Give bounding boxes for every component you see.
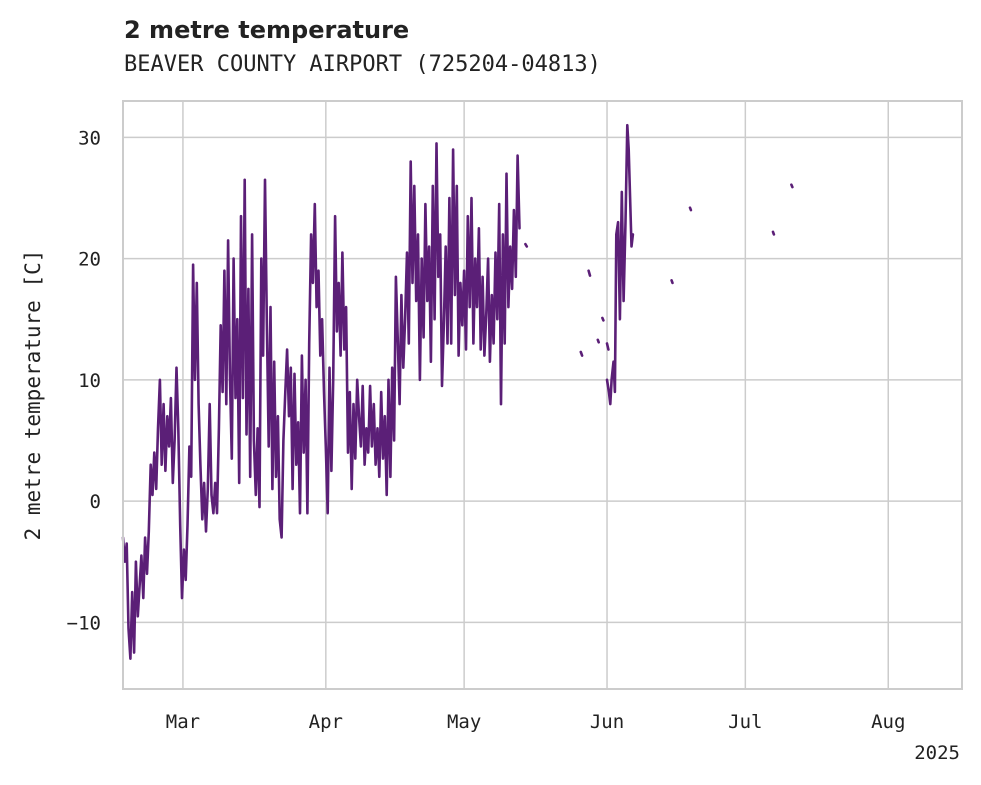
- series-lines: [121, 123, 794, 660]
- x-tick-label: Mar: [166, 711, 200, 733]
- axis-ticks: −10 0 10 20 30 Mar Apr May Jun Jul Aug: [67, 127, 906, 733]
- x-axis-year-label: 2025: [914, 742, 960, 764]
- series-line-segment: [790, 183, 794, 189]
- x-tick-label: May: [447, 711, 481, 733]
- series-line-segment: [605, 123, 635, 406]
- series-line-segment: [771, 230, 776, 236]
- series-line-segment: [596, 338, 600, 344]
- series-line-segment: [121, 142, 521, 660]
- plot-frame: [122, 100, 963, 690]
- chart-title: 2 metre temperature: [124, 16, 410, 44]
- x-tick-label: Jul: [728, 711, 762, 733]
- series-line-segment: [587, 269, 592, 277]
- series-line-segment: [601, 316, 605, 322]
- x-tick-label: Jun: [590, 711, 624, 733]
- chart-subtitle: BEAVER COUNTY AIRPORT (725204-04813): [124, 52, 601, 77]
- y-tick-label: 30: [78, 127, 101, 149]
- series-line-segment: [605, 342, 610, 351]
- y-tick-label: 0: [90, 491, 101, 513]
- x-tick-label: Aug: [871, 711, 905, 733]
- y-axis-label: 2 metre temperature [C]: [21, 250, 45, 541]
- y-tick-label: 10: [78, 370, 101, 392]
- y-tick-label: 20: [78, 249, 101, 271]
- series-line-segment: [688, 206, 693, 212]
- x-tick-label: Apr: [309, 711, 343, 733]
- series-line-segment: [579, 350, 584, 357]
- y-tick-label: −10: [67, 612, 101, 634]
- series-line-segment: [670, 279, 674, 285]
- series-line-segment: [524, 242, 529, 248]
- grid-lines: [123, 101, 962, 689]
